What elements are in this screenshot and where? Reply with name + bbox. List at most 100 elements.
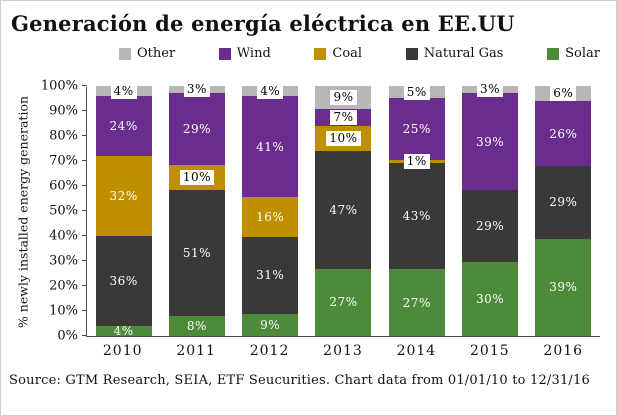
y-tick-label: 60% — [49, 178, 78, 194]
legend-label: Coal — [332, 46, 363, 61]
bar-segment-other: 4% — [242, 83, 299, 99]
bar-segment-wind: 7% — [315, 108, 372, 126]
y-tick-label: 0% — [57, 328, 78, 344]
bar-stack-2014: 27% 43% 1% 25% 5% — [388, 84, 445, 336]
bar-segment-coal: 16% — [242, 197, 299, 238]
bar-segment-other: 9% — [315, 86, 372, 109]
data-label: 10% — [179, 170, 214, 186]
plot-area: 4% 36% 32% 24% 4% 8% 51% 10% 29% 3% 9% 31% 16% 41% 4% 2… — [87, 82, 600, 338]
bar-segment-solar: 8% — [168, 316, 225, 336]
y-tick-mark — [82, 160, 87, 161]
data-label: 9% — [330, 89, 357, 105]
bar-segment-solar: 27% — [315, 268, 372, 336]
bar-segment-natural-gas: 29% — [462, 189, 519, 262]
x-axis-label: 2013 — [323, 343, 363, 359]
data-label: 30% — [475, 291, 505, 306]
legend-swatch — [119, 47, 131, 60]
x-axis-label: 2014 — [396, 343, 437, 359]
bar-segment-wind: 24% — [95, 96, 152, 156]
bar-segment-natural-gas: 51% — [168, 189, 225, 317]
bar-segment-solar: 39% — [535, 238, 592, 336]
y-tick-label: 50% — [49, 203, 78, 219]
bar-segment-other: 4% — [95, 83, 152, 99]
bar-segment-other: 3% — [168, 82, 225, 98]
x-axis-label: 2016 — [543, 343, 584, 359]
data-label: 10% — [326, 131, 361, 146]
bar-segment-other: 3% — [462, 82, 519, 98]
y-tick-label: 90% — [49, 103, 78, 119]
bar-segment-wind: 39% — [462, 93, 519, 190]
bar-segment-solar: 9% — [242, 313, 299, 336]
data-label: 29% — [475, 218, 505, 233]
y-tick-mark — [82, 185, 87, 186]
legend-label: Other — [137, 46, 176, 61]
bar-segment-wind: 25% — [388, 98, 445, 161]
bar-segment-natural-gas: 47% — [315, 151, 372, 269]
legend-swatch — [405, 47, 418, 60]
x-axis-label: 2011 — [176, 343, 216, 359]
legend-item-other: Other — [119, 46, 175, 61]
bar-segment-other: 5% — [388, 84, 445, 100]
legend-swatch — [314, 47, 327, 60]
bar-stack-2016: 39% 29% 26% 6% — [535, 86, 592, 336]
bar-stack-2011: 8% 51% 10% 29% 3% — [168, 82, 225, 336]
data-label: 51% — [182, 246, 211, 261]
y-tick-mark — [82, 210, 87, 211]
legend-item-solar: Solar — [547, 46, 600, 61]
source-note: Source: GTM Research, SEIA, ETF Seucurit… — [9, 373, 590, 388]
data-label: 5% — [403, 84, 430, 100]
data-label: 8% — [186, 319, 207, 334]
bar-segment-wind: 41% — [242, 95, 299, 198]
y-axis-title: % newly installed energy generation — [15, 95, 31, 328]
y-tick-mark — [82, 110, 87, 111]
data-label: 25% — [402, 122, 431, 137]
bar-segment-wind: 26% — [535, 101, 592, 166]
bar-segment-coal: 32% — [95, 156, 152, 236]
bar-segment-solar: 27% — [388, 269, 445, 336]
data-label: 24% — [109, 119, 138, 133]
bar-cell-2014: 27% 43% 1% 25% 5% — [380, 84, 453, 336]
data-label: 41% — [256, 139, 285, 154]
y-tick-mark — [82, 310, 87, 311]
x-axis-label: 2012 — [249, 343, 290, 359]
data-label: 31% — [256, 268, 285, 283]
bar-segment-coal: 10% — [168, 165, 225, 190]
y-tick-label: 30% — [49, 253, 78, 269]
bar-stack-2013: 27% 47% 10% 7% 9% — [315, 86, 372, 336]
bar-cell-2012: 9% 31% 16% 41% 4% — [234, 83, 307, 336]
bar-cell-2016: 39% 29% 26% 6% — [527, 86, 600, 336]
legend-label: Natural Gas — [423, 46, 504, 61]
legend: Other Wind Coal Natural Gas Solar — [119, 46, 600, 61]
bar-segment-natural-gas: 29% — [535, 166, 592, 239]
bar-segment-solar: 4% — [95, 324, 152, 338]
y-tick-mark — [82, 285, 87, 286]
x-axis: 2010 2011 2012 2013 2014 2015 2016 — [86, 343, 600, 359]
bar-segment-natural-gas: 43% — [388, 162, 445, 270]
y-tick-label: 10% — [49, 303, 78, 319]
data-label: 29% — [182, 122, 211, 137]
legend-swatch — [547, 47, 560, 60]
bar-cell-2015: 30% 29% 39% 3% — [453, 82, 526, 336]
bar-cell-2011: 8% 51% 10% 29% 3% — [160, 82, 233, 336]
legend-label: Wind — [236, 46, 271, 61]
data-label: 26% — [549, 126, 578, 141]
data-label: 4% — [257, 83, 284, 99]
data-label: 6% — [550, 86, 577, 101]
y-tick-label: 70% — [49, 153, 78, 169]
bar-segment-natural-gas: 31% — [242, 237, 299, 314]
bar-stack-2015: 30% 29% 39% 3% — [462, 82, 519, 336]
y-tick-mark — [82, 260, 87, 261]
y-tick-label: 20% — [49, 278, 78, 294]
y-tick-label: 100% — [40, 78, 78, 94]
x-axis-label: 2015 — [470, 343, 510, 359]
data-label: 32% — [109, 189, 138, 203]
legend-swatch — [218, 47, 231, 60]
bar-stack-2012: 9% 31% 16% 41% 4% — [242, 83, 299, 336]
data-label: 9% — [260, 317, 281, 332]
legend-item-natural-gas: Natural Gas — [405, 46, 504, 61]
bar-cell-2013: 27% 47% 10% 7% 9% — [307, 86, 380, 336]
y-tick-mark — [82, 335, 87, 336]
bar-cell-2010: 4% 36% 32% 24% 4% — [87, 83, 160, 338]
bar-segment-other: 6% — [535, 86, 592, 101]
